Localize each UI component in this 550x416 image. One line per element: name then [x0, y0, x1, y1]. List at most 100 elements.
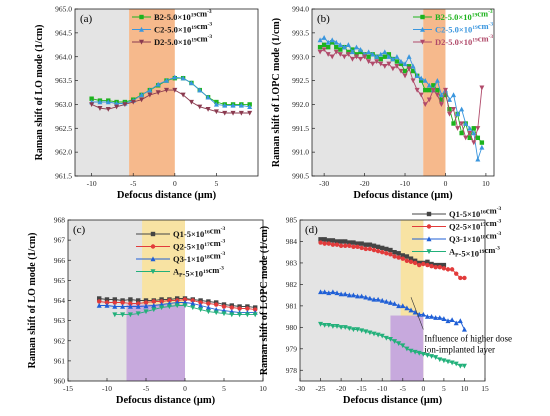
data-point [449, 360, 455, 366]
data-point [475, 156, 481, 162]
data-point [354, 52, 359, 57]
data-point [396, 303, 402, 309]
x-tick-label: -15 [63, 384, 73, 393]
x-tick-label: -15 [357, 384, 367, 393]
data-point [382, 54, 387, 59]
data-point [408, 307, 414, 313]
data-point [425, 259, 430, 265]
data-point [459, 121, 465, 127]
y-tick-label: 961.5 [55, 172, 72, 181]
data-point [387, 300, 393, 305]
data-point [337, 52, 343, 57]
y-tick-label: 984 [286, 237, 298, 246]
legend-marker [420, 26, 425, 32]
data-point [325, 52, 331, 57]
series-line [91, 76, 250, 108]
data-point [471, 130, 477, 136]
data-point [366, 59, 372, 65]
data-point [229, 305, 234, 310]
y-tick-label: 991.0 [292, 148, 309, 157]
data-point [338, 47, 343, 52]
data-point [479, 85, 485, 91]
data-point [112, 312, 118, 318]
data-point [471, 126, 476, 131]
data-point [394, 59, 400, 64]
data-point [383, 298, 389, 304]
data-point [404, 254, 410, 259]
data-point [151, 307, 157, 313]
data-point [359, 293, 365, 299]
data-point [412, 309, 418, 315]
y-tick-label: 985 [286, 216, 298, 225]
data-point [402, 73, 408, 79]
data-point [366, 49, 372, 55]
data-point [330, 40, 335, 45]
y-tick-label: 961 [54, 356, 66, 365]
data-point [96, 302, 102, 308]
data-point [458, 275, 463, 281]
data-point [326, 322, 332, 328]
data-point [459, 106, 465, 112]
plot-frame [311, 8, 495, 177]
x-tick-label: 0 [183, 384, 187, 393]
data-point [380, 245, 385, 251]
data-point [419, 78, 424, 83]
data-point [383, 335, 389, 341]
y-tick-label: 962.0 [55, 148, 72, 157]
data-point [350, 327, 356, 333]
data-point [105, 99, 111, 105]
legend-marker [150, 231, 156, 237]
data-point [420, 311, 426, 317]
data-point [441, 266, 447, 271]
chart-panel-a: 961.5 962.0 962.5 963.0 963.5 964.0 964.5 965.0… [34, 5, 259, 201]
x-tick-label: -5 [400, 384, 406, 393]
data-point [122, 102, 128, 108]
data-point [449, 317, 455, 323]
chart-panel-b: 990.5 991.0 991.5 992.0 992.5 993.0 993.5 994.0… [271, 5, 495, 201]
data-point [317, 37, 323, 43]
data-point [104, 302, 110, 308]
x-tick-label: -20 [336, 384, 346, 393]
data-point [338, 325, 344, 330]
data-point [190, 298, 195, 303]
data-point [221, 304, 227, 309]
data-point [371, 331, 377, 337]
data-point [143, 300, 149, 305]
data-point [355, 241, 360, 246]
legend-entry: AP-5×1019cm-3 [136, 265, 224, 279]
data-point [375, 296, 381, 302]
data-point [400, 303, 406, 309]
data-point [213, 310, 219, 316]
data-point [431, 83, 436, 88]
y-tick-label: 968 [54, 216, 66, 225]
data-point [127, 303, 133, 309]
data-point [172, 87, 178, 93]
y-tick-label: 982 [286, 280, 298, 289]
plot-frame [74, 8, 259, 177]
data-point [333, 39, 339, 45]
data-point [423, 87, 428, 93]
y-tick-label: 978 [286, 366, 298, 375]
y-axis-label: Raman shift of LOPC mode (1/cm) [259, 226, 270, 375]
y-tick-label: 994.0 [292, 5, 309, 14]
legend-label: Q1-5×1016cm-3 [173, 226, 225, 240]
data-point [371, 247, 377, 253]
data-point [334, 242, 340, 247]
data-point [127, 312, 133, 318]
x-tick-label: -30 [295, 384, 305, 393]
data-point [445, 267, 451, 272]
data-point [406, 66, 412, 72]
data-point [384, 251, 389, 256]
legend-label: Q2-5×1017cm-3 [449, 218, 501, 232]
y-tick-label: 962 [54, 336, 66, 345]
data-point [386, 61, 392, 67]
data-point [370, 61, 376, 67]
data-point [439, 97, 444, 102]
data-point [394, 54, 400, 59]
data-point [410, 78, 416, 84]
data-point [454, 271, 459, 276]
data-point [342, 325, 348, 330]
data-point [120, 312, 126, 318]
data-point [412, 260, 418, 266]
